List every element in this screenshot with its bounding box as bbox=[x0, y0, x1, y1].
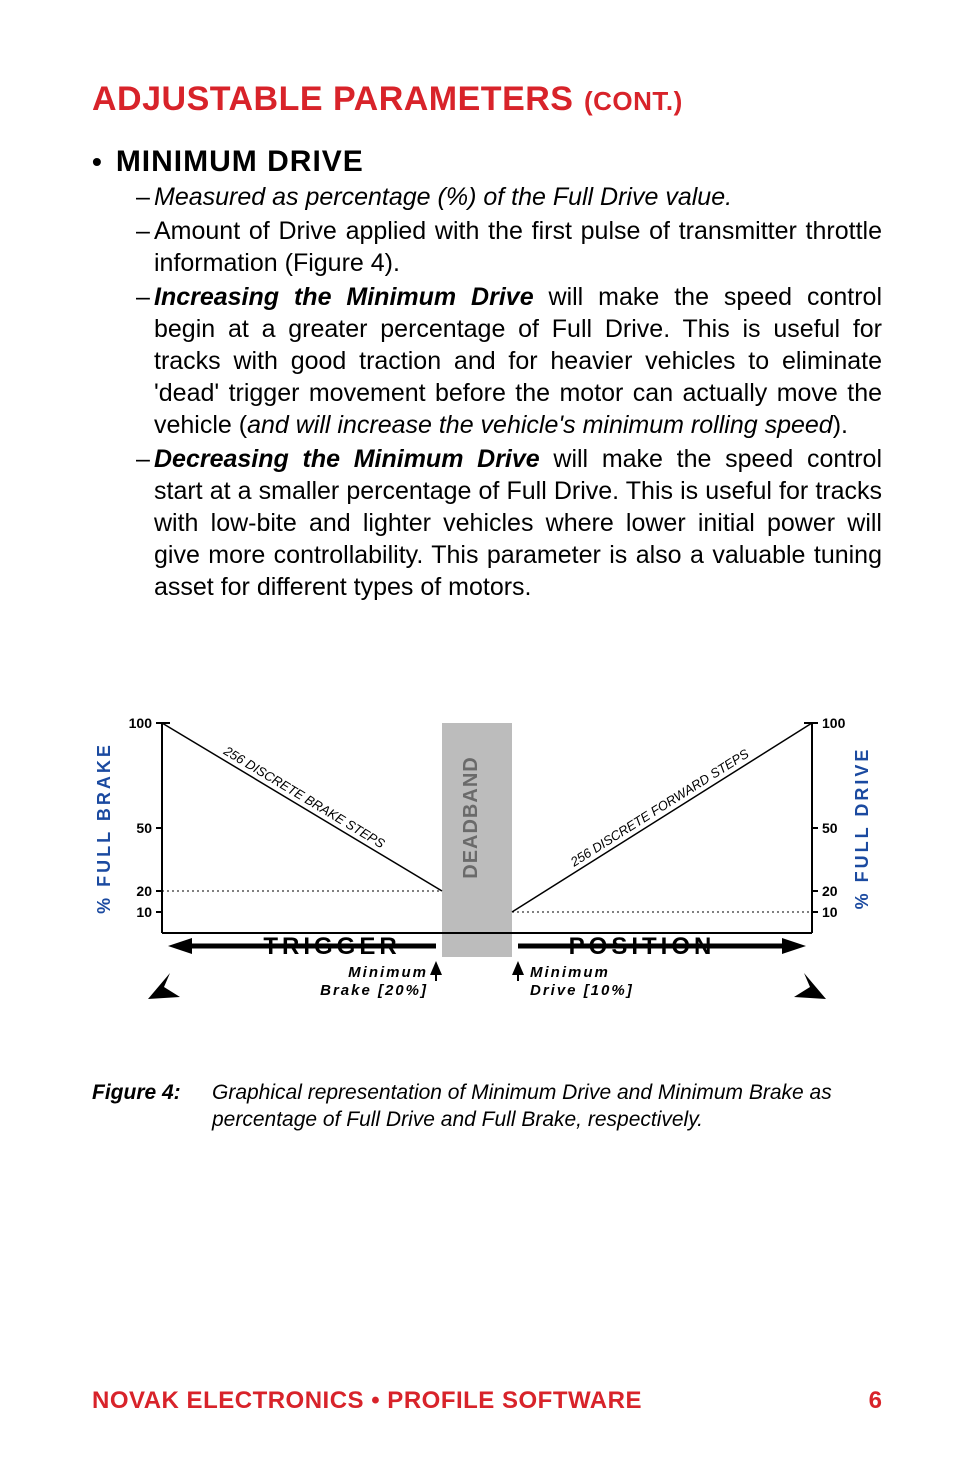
text-run: Measured as percentage (%) of the Full D… bbox=[154, 183, 732, 211]
text-run: Increasing the Minimum Drive bbox=[154, 283, 534, 311]
bullet-dot: • bbox=[92, 146, 102, 178]
svg-text:20: 20 bbox=[822, 883, 838, 899]
svg-text:50: 50 bbox=[136, 820, 152, 836]
svg-text:100: 100 bbox=[129, 715, 153, 731]
heading-cont: (CONT.) bbox=[584, 86, 683, 116]
text-run: Amount of Drive applied with the first p… bbox=[154, 217, 882, 277]
svg-text:TRIGGER: TRIGGER bbox=[263, 933, 400, 960]
footer-page-number: 6 bbox=[869, 1387, 882, 1415]
svg-text:100: 100 bbox=[822, 715, 846, 731]
dash-text: Amount of Drive applied with the first p… bbox=[154, 215, 882, 279]
svg-text:50: 50 bbox=[822, 820, 838, 836]
caption-label: Figure 4: bbox=[92, 1079, 212, 1134]
dash-mark: – bbox=[136, 215, 154, 279]
dash-item: –Decreasing the Minimum Drive will make … bbox=[136, 443, 882, 603]
svg-text:Minimum: Minimum bbox=[348, 964, 428, 981]
dash-item: –Amount of Drive applied with the first … bbox=[136, 215, 882, 279]
figure-caption: Figure 4: Graphical representation of Mi… bbox=[92, 1079, 882, 1134]
dash-text: Decreasing the Minimum Drive will make t… bbox=[154, 443, 882, 603]
chart-svg: 100 50 20 10 100 50 20 10 256 DISCRETE BRAKE STE… bbox=[92, 713, 882, 1013]
bullet-heading: • MINIMUM DRIVE bbox=[92, 145, 882, 179]
text-run: ). bbox=[833, 411, 848, 439]
dash-mark: – bbox=[136, 443, 154, 603]
svg-text:256 DISCRETE FORWARD STEPS: 256 DISCRETE FORWARD STEPS bbox=[567, 746, 752, 870]
svg-text:20: 20 bbox=[136, 883, 152, 899]
dash-item: –Increasing the Minimum Drive will make … bbox=[136, 281, 882, 441]
dash-text: Measured as percentage (%) of the Full D… bbox=[154, 181, 882, 213]
figure-4-chart: 100 50 20 10 100 50 20 10 256 DISCRETE BRAKE STE… bbox=[92, 713, 882, 1043]
svg-text:Drive [10%]: Drive [10%] bbox=[530, 982, 634, 999]
svg-text:% FULL DRIVE: % FULL DRIVE bbox=[852, 747, 872, 910]
svg-text:10: 10 bbox=[136, 904, 152, 920]
bullet-title: MINIMUM DRIVE bbox=[116, 145, 364, 179]
svg-text:Brake [20%]: Brake [20%] bbox=[320, 982, 428, 999]
text-run: Decreasing the Minimum Drive bbox=[154, 445, 540, 473]
heading-main: ADJUSTABLE PARAMETERS bbox=[92, 80, 574, 118]
page-heading: ADJUSTABLE PARAMETERS (CONT.) bbox=[92, 80, 882, 119]
caption-text: Graphical representation of Minimum Driv… bbox=[212, 1079, 882, 1134]
page-footer: NOVAK ELECTRONICS • PROFILE SOFTWARE 6 bbox=[92, 1387, 882, 1415]
svg-text:Minimum: Minimum bbox=[530, 964, 610, 981]
dash-mark: – bbox=[136, 281, 154, 441]
svg-text:DEADBAND: DEADBAND bbox=[460, 756, 482, 878]
svg-text:256 DISCRETE BRAKE STEPS: 256 DISCRETE BRAKE STEPS bbox=[220, 743, 387, 852]
body-text: –Measured as percentage (%) of the Full … bbox=[92, 181, 882, 603]
svg-text:% FULL BRAKE: % FULL BRAKE bbox=[94, 742, 114, 914]
dash-text: Increasing the Minimum Drive will make t… bbox=[154, 281, 882, 441]
svg-text:POSITION: POSITION bbox=[569, 933, 716, 960]
footer-left: NOVAK ELECTRONICS • PROFILE SOFTWARE bbox=[92, 1387, 642, 1415]
dash-mark: – bbox=[136, 181, 154, 213]
dash-item: –Measured as percentage (%) of the Full … bbox=[136, 181, 882, 213]
svg-text:10: 10 bbox=[822, 904, 838, 920]
text-run: and will increase the vehicle's minimum … bbox=[247, 411, 833, 439]
